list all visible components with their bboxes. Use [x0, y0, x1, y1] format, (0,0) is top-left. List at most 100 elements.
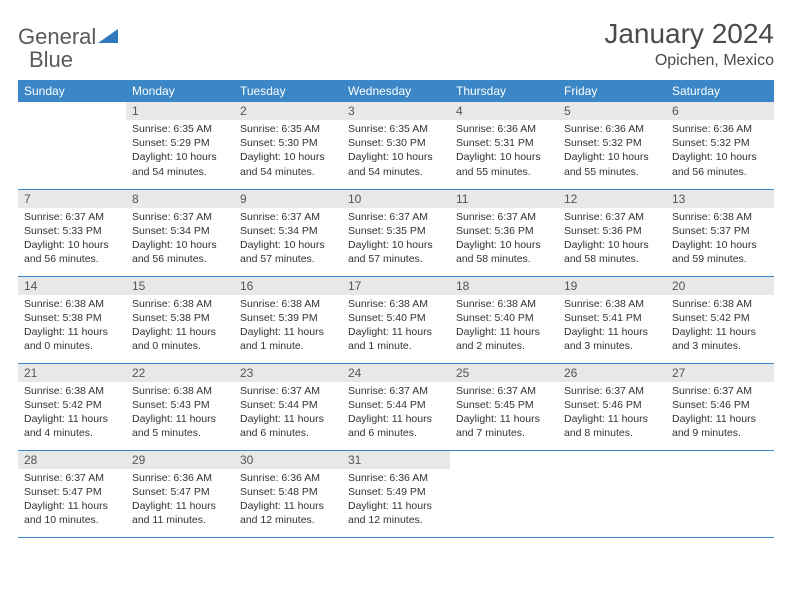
- day-info: Sunrise: 6:37 AMSunset: 5:36 PMDaylight:…: [558, 208, 666, 271]
- logo-word2: Blue: [29, 47, 73, 72]
- calendar-cell: 27Sunrise: 6:37 AMSunset: 5:46 PMDayligh…: [666, 363, 774, 450]
- calendar-cell: 7Sunrise: 6:37 AMSunset: 5:33 PMDaylight…: [18, 189, 126, 276]
- calendar-cell: 5Sunrise: 6:36 AMSunset: 5:32 PMDaylight…: [558, 102, 666, 189]
- calendar-cell: 2Sunrise: 6:35 AMSunset: 5:30 PMDaylight…: [234, 102, 342, 189]
- day-info: Sunrise: 6:38 AMSunset: 5:38 PMDaylight:…: [18, 295, 126, 358]
- day-info: Sunrise: 6:36 AMSunset: 5:48 PMDaylight:…: [234, 469, 342, 532]
- day-number: 2: [234, 102, 342, 120]
- day-number: 19: [558, 277, 666, 295]
- day-number: 6: [666, 102, 774, 120]
- calendar-row: 28Sunrise: 6:37 AMSunset: 5:47 PMDayligh…: [18, 450, 774, 537]
- calendar-cell: 15Sunrise: 6:38 AMSunset: 5:38 PMDayligh…: [126, 276, 234, 363]
- calendar-cell: 16Sunrise: 6:38 AMSunset: 5:39 PMDayligh…: [234, 276, 342, 363]
- calendar-cell: 12Sunrise: 6:37 AMSunset: 5:36 PMDayligh…: [558, 189, 666, 276]
- day-info: Sunrise: 6:38 AMSunset: 5:42 PMDaylight:…: [666, 295, 774, 358]
- day-number: 3: [342, 102, 450, 120]
- day-info: Sunrise: 6:37 AMSunset: 5:44 PMDaylight:…: [342, 382, 450, 445]
- weekday-header: Saturday: [666, 80, 774, 102]
- calendar-cell: 20Sunrise: 6:38 AMSunset: 5:42 PMDayligh…: [666, 276, 774, 363]
- weekday-header: Monday: [126, 80, 234, 102]
- day-number: 29: [126, 451, 234, 469]
- calendar-cell: 25Sunrise: 6:37 AMSunset: 5:45 PMDayligh…: [450, 363, 558, 450]
- calendar-row: 14Sunrise: 6:38 AMSunset: 5:38 PMDayligh…: [18, 276, 774, 363]
- calendar-cell: ..: [558, 450, 666, 537]
- calendar-table: SundayMondayTuesdayWednesdayThursdayFrid…: [18, 80, 774, 538]
- calendar-cell: 10Sunrise: 6:37 AMSunset: 5:35 PMDayligh…: [342, 189, 450, 276]
- day-info: Sunrise: 6:38 AMSunset: 5:40 PMDaylight:…: [450, 295, 558, 358]
- calendar-body: ..1Sunrise: 6:35 AMSunset: 5:29 PMDaylig…: [18, 102, 774, 537]
- day-info: Sunrise: 6:38 AMSunset: 5:39 PMDaylight:…: [234, 295, 342, 358]
- day-number: 28: [18, 451, 126, 469]
- weekday-header: Wednesday: [342, 80, 450, 102]
- calendar-cell: 29Sunrise: 6:36 AMSunset: 5:47 PMDayligh…: [126, 450, 234, 537]
- day-info: Sunrise: 6:35 AMSunset: 5:30 PMDaylight:…: [234, 120, 342, 183]
- day-number: 18: [450, 277, 558, 295]
- day-number: 12: [558, 190, 666, 208]
- day-info: Sunrise: 6:37 AMSunset: 5:36 PMDaylight:…: [450, 208, 558, 271]
- day-number: 8: [126, 190, 234, 208]
- day-number: 27: [666, 364, 774, 382]
- calendar-cell: 28Sunrise: 6:37 AMSunset: 5:47 PMDayligh…: [18, 450, 126, 537]
- day-info: Sunrise: 6:38 AMSunset: 5:42 PMDaylight:…: [18, 382, 126, 445]
- calendar-cell: 21Sunrise: 6:38 AMSunset: 5:42 PMDayligh…: [18, 363, 126, 450]
- day-number: 7: [18, 190, 126, 208]
- calendar-cell: 31Sunrise: 6:36 AMSunset: 5:49 PMDayligh…: [342, 450, 450, 537]
- calendar-row: 7Sunrise: 6:37 AMSunset: 5:33 PMDaylight…: [18, 189, 774, 276]
- calendar-cell: 11Sunrise: 6:37 AMSunset: 5:36 PMDayligh…: [450, 189, 558, 276]
- location-label: Opichen, Mexico: [604, 52, 774, 70]
- calendar-cell: 26Sunrise: 6:37 AMSunset: 5:46 PMDayligh…: [558, 363, 666, 450]
- day-info: Sunrise: 6:38 AMSunset: 5:40 PMDaylight:…: [342, 295, 450, 358]
- logo-word2-wrap: Blue: [29, 47, 73, 73]
- day-number: 31: [342, 451, 450, 469]
- weekday-header: Thursday: [450, 80, 558, 102]
- day-number: 26: [558, 364, 666, 382]
- calendar-cell: 6Sunrise: 6:36 AMSunset: 5:32 PMDaylight…: [666, 102, 774, 189]
- day-info: Sunrise: 6:36 AMSunset: 5:32 PMDaylight:…: [666, 120, 774, 183]
- calendar-cell: ..: [18, 102, 126, 189]
- header: General January 2024 Opichen, Mexico: [18, 18, 774, 70]
- day-info: Sunrise: 6:37 AMSunset: 5:44 PMDaylight:…: [234, 382, 342, 445]
- calendar-cell: 1Sunrise: 6:35 AMSunset: 5:29 PMDaylight…: [126, 102, 234, 189]
- day-info: Sunrise: 6:36 AMSunset: 5:32 PMDaylight:…: [558, 120, 666, 183]
- day-number: 25: [450, 364, 558, 382]
- calendar-cell: 13Sunrise: 6:38 AMSunset: 5:37 PMDayligh…: [666, 189, 774, 276]
- day-number: 13: [666, 190, 774, 208]
- day-info: Sunrise: 6:37 AMSunset: 5:47 PMDaylight:…: [18, 469, 126, 532]
- calendar-row: ..1Sunrise: 6:35 AMSunset: 5:29 PMDaylig…: [18, 102, 774, 189]
- day-info: Sunrise: 6:37 AMSunset: 5:33 PMDaylight:…: [18, 208, 126, 271]
- day-info: Sunrise: 6:38 AMSunset: 5:37 PMDaylight:…: [666, 208, 774, 271]
- day-number: 15: [126, 277, 234, 295]
- page-title: January 2024: [604, 18, 774, 50]
- day-info: Sunrise: 6:38 AMSunset: 5:41 PMDaylight:…: [558, 295, 666, 358]
- calendar-cell: 24Sunrise: 6:37 AMSunset: 5:44 PMDayligh…: [342, 363, 450, 450]
- calendar-cell: 14Sunrise: 6:38 AMSunset: 5:38 PMDayligh…: [18, 276, 126, 363]
- day-info: Sunrise: 6:37 AMSunset: 5:34 PMDaylight:…: [234, 208, 342, 271]
- day-info: Sunrise: 6:35 AMSunset: 5:29 PMDaylight:…: [126, 120, 234, 183]
- day-number: 24: [342, 364, 450, 382]
- calendar-cell: 19Sunrise: 6:38 AMSunset: 5:41 PMDayligh…: [558, 276, 666, 363]
- calendar-cell: 22Sunrise: 6:38 AMSunset: 5:43 PMDayligh…: [126, 363, 234, 450]
- day-info: Sunrise: 6:37 AMSunset: 5:34 PMDaylight:…: [126, 208, 234, 271]
- calendar-head: SundayMondayTuesdayWednesdayThursdayFrid…: [18, 80, 774, 102]
- day-info: Sunrise: 6:36 AMSunset: 5:47 PMDaylight:…: [126, 469, 234, 532]
- logo: General: [18, 18, 120, 50]
- day-number: 21: [18, 364, 126, 382]
- day-number: 1: [126, 102, 234, 120]
- calendar-cell: 30Sunrise: 6:36 AMSunset: 5:48 PMDayligh…: [234, 450, 342, 537]
- weekday-row: SundayMondayTuesdayWednesdayThursdayFrid…: [18, 80, 774, 102]
- day-number: 16: [234, 277, 342, 295]
- calendar-cell: 23Sunrise: 6:37 AMSunset: 5:44 PMDayligh…: [234, 363, 342, 450]
- day-number: 22: [126, 364, 234, 382]
- day-info: Sunrise: 6:36 AMSunset: 5:31 PMDaylight:…: [450, 120, 558, 183]
- day-info: Sunrise: 6:37 AMSunset: 5:45 PMDaylight:…: [450, 382, 558, 445]
- calendar-cell: 9Sunrise: 6:37 AMSunset: 5:34 PMDaylight…: [234, 189, 342, 276]
- day-number: 14: [18, 277, 126, 295]
- calendar-cell: 17Sunrise: 6:38 AMSunset: 5:40 PMDayligh…: [342, 276, 450, 363]
- logo-triangle-icon: [98, 27, 118, 48]
- title-block: January 2024 Opichen, Mexico: [604, 18, 774, 70]
- day-number: 30: [234, 451, 342, 469]
- calendar-cell: 8Sunrise: 6:37 AMSunset: 5:34 PMDaylight…: [126, 189, 234, 276]
- calendar-cell: 4Sunrise: 6:36 AMSunset: 5:31 PMDaylight…: [450, 102, 558, 189]
- calendar-cell: 18Sunrise: 6:38 AMSunset: 5:40 PMDayligh…: [450, 276, 558, 363]
- weekday-header: Tuesday: [234, 80, 342, 102]
